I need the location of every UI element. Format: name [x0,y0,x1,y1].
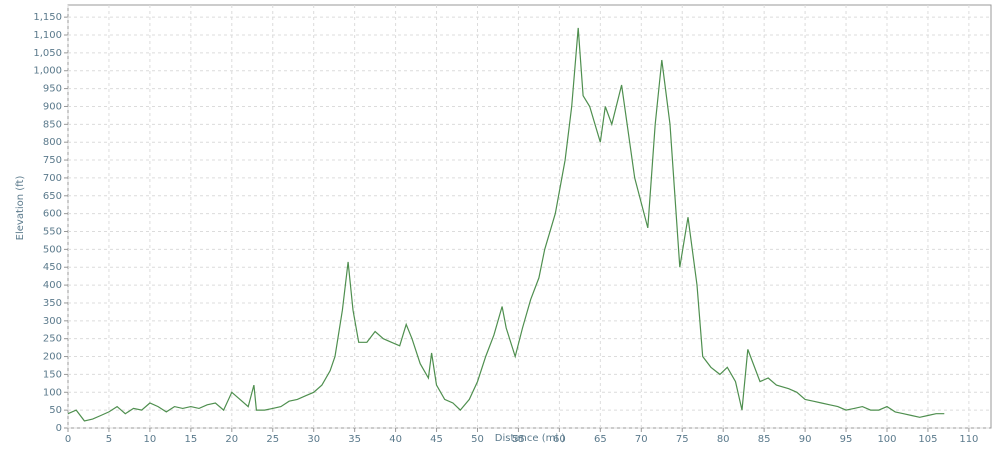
x-tick-label: 20 [225,434,238,445]
x-tick-label: 5 [106,434,112,445]
y-tick-label: 200 [43,352,62,363]
y-axis-label: Elevation (ft) [15,176,26,241]
y-tick-label: 550 [43,227,62,238]
x-tick-label: 85 [758,434,771,445]
y-tick-label: 1,050 [33,48,62,59]
y-tick-label: 150 [43,369,62,380]
x-tick-label: 55 [512,434,525,445]
y-tick-label: 350 [43,298,62,309]
x-tick-label: 45 [430,434,443,445]
y-tick-label: 1,150 [33,12,62,23]
y-tick-label: 400 [43,280,62,291]
y-tick-label: 1,100 [33,30,62,41]
y-tick-label: 850 [43,119,62,130]
x-tick-label: 15 [184,434,197,445]
x-tick-label: 40 [389,434,402,445]
x-tick-label: 50 [471,434,484,445]
x-tick-label: 10 [144,434,157,445]
x-tick-label: 35 [348,434,361,445]
y-tick-label: 100 [43,387,62,398]
x-tick-label: 25 [266,434,279,445]
plot-area [67,4,992,429]
y-tick-label: 700 [43,173,62,184]
x-tick-label: 65 [594,434,607,445]
x-tick-label: 30 [307,434,320,445]
y-tick-label: 650 [43,191,62,202]
elevation-line [67,27,945,422]
y-tick-label: 300 [43,316,62,327]
y-tick-label: 450 [43,262,62,273]
x-tick-label: 105 [918,434,937,445]
x-tick-label: 70 [635,434,648,445]
y-tick-label: 750 [43,155,62,166]
x-tick-label: 95 [840,434,853,445]
y-tick-label: 250 [43,334,62,345]
y-tick-label: 500 [43,244,62,255]
y-tick-label: 600 [43,209,62,220]
x-tick-label: 80 [717,434,730,445]
x-tick-label: 60 [553,434,566,445]
x-tick-label: 110 [959,434,978,445]
x-axis-label: Distance (mi ) [495,433,566,444]
y-tick-label: 900 [43,101,62,112]
y-tick-label: 1,000 [33,66,62,77]
y-tick-label: 800 [43,137,62,148]
x-tick-label: 100 [877,434,896,445]
x-tick-label: 75 [676,434,689,445]
y-tick-label: 50 [49,405,62,416]
y-tick-label: 0 [56,423,62,434]
y-tick-label: 950 [43,84,62,95]
x-tick-label: 0 [65,434,71,445]
x-tick-label: 90 [799,434,812,445]
